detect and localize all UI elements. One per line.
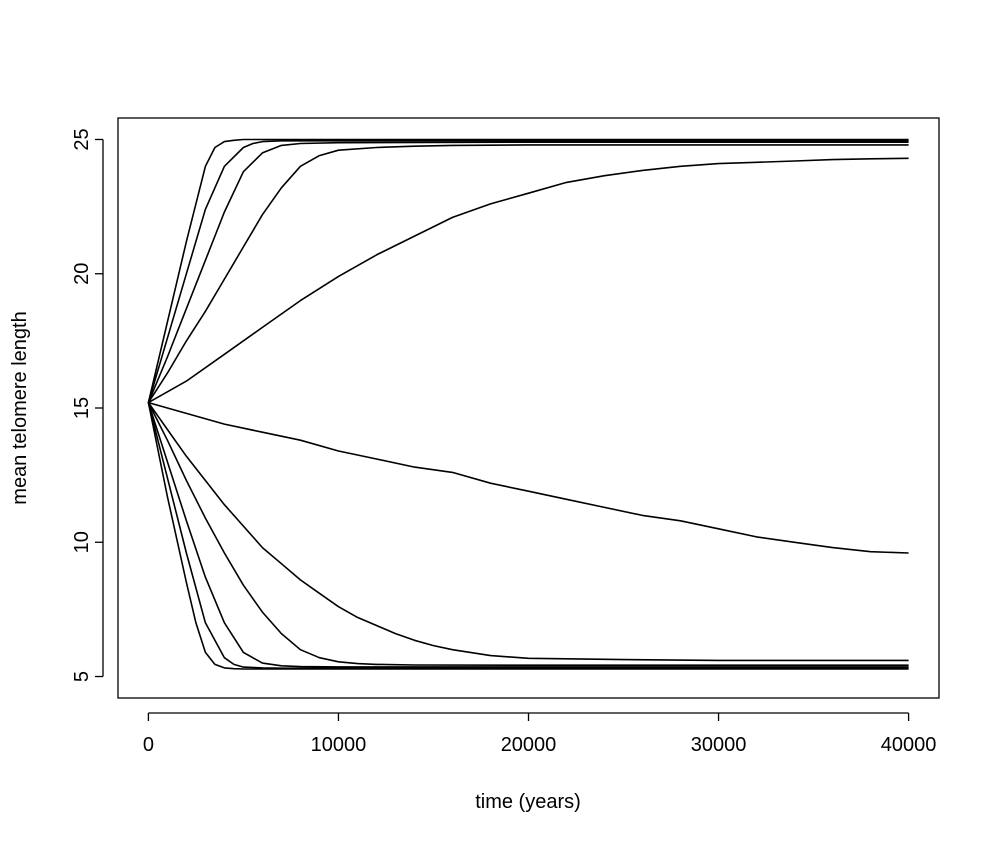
series-line-9: [147, 402, 909, 668]
x-axis-title: time (years): [475, 791, 581, 813]
series-line-11: [147, 402, 909, 670]
series-line-1: [147, 138, 909, 403]
series-line-4: [147, 144, 909, 404]
series-line-10: [147, 402, 909, 669]
series-line-3: [147, 141, 909, 403]
x-axis: 0 10000 20000 30000 40000: [143, 712, 937, 756]
x-tick-label: 0: [143, 734, 154, 756]
x-tick-label: 20000: [501, 734, 557, 756]
y-axis: 5 10 15 20 25: [71, 128, 104, 682]
series-line-2: [147, 140, 909, 403]
series-line-5: [148, 157, 909, 404]
y-axis-title: mean telomere length: [9, 311, 31, 504]
y-tick-label: 15: [71, 397, 93, 419]
series-group: [147, 138, 909, 670]
series-line-7: [147, 402, 909, 662]
y-tick-label: 10: [71, 531, 93, 553]
series-line-6: [148, 401, 909, 554]
x-tick-label: 10000: [311, 734, 367, 756]
y-tick-label: 25: [71, 128, 93, 150]
y-tick-label: 20: [71, 263, 93, 285]
plot-area-border: [117, 117, 940, 699]
y-tick-label: 5: [71, 671, 93, 682]
x-tick-label: 40000: [881, 734, 937, 756]
x-tick-label: 30000: [691, 734, 747, 756]
series-line-8: [147, 402, 909, 666]
